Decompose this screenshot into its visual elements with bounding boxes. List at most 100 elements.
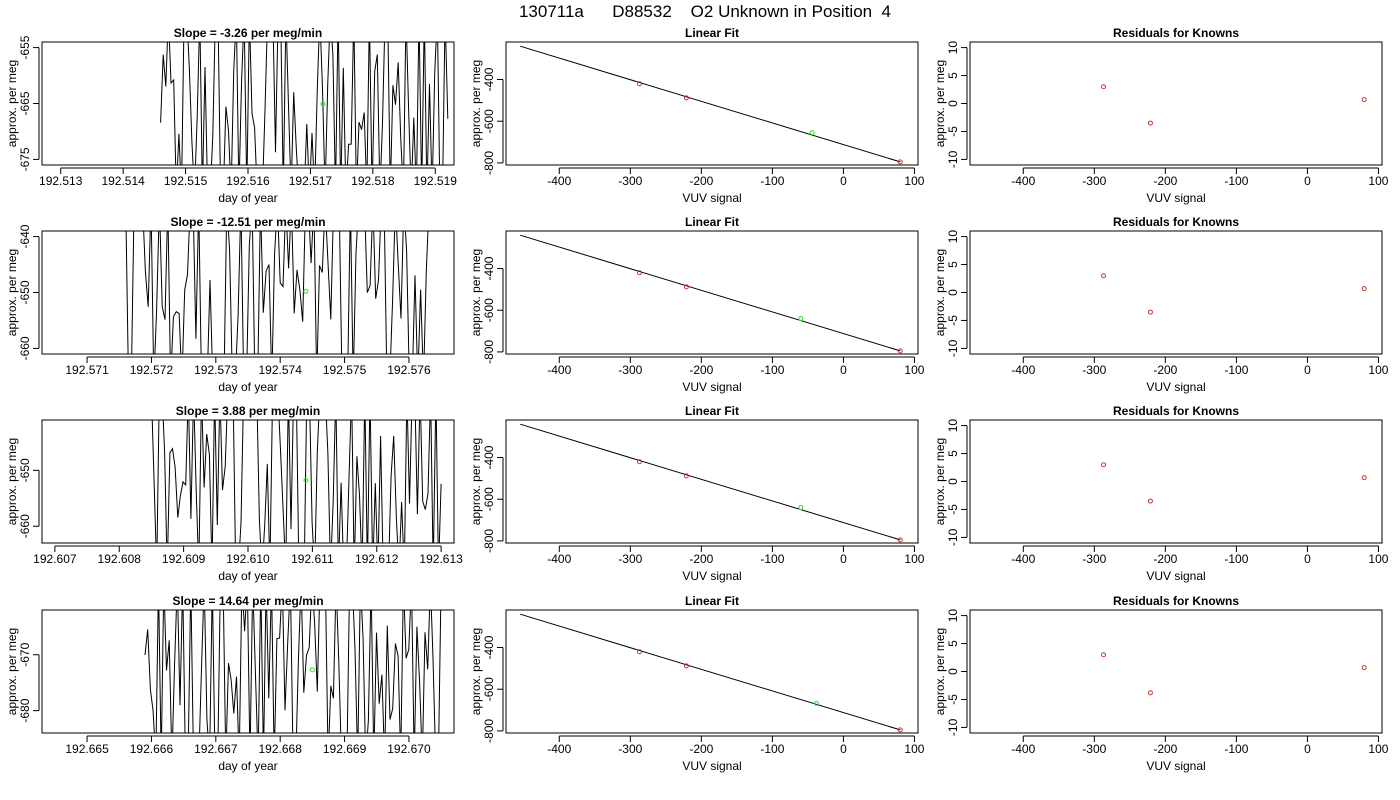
x-tick-label: 192.670	[387, 742, 431, 756]
y-tick-label: -660	[18, 336, 32, 360]
y-tick-label: -655	[18, 35, 32, 59]
y-tick-label: -400	[482, 445, 496, 469]
y-tick-label: -10	[946, 150, 960, 168]
plot-frame	[41, 41, 455, 166]
plot-area	[160, 42, 449, 165]
panel-title: Slope = 3.88 per meg/min	[176, 404, 320, 418]
x-tick-label: 192.573	[194, 363, 238, 377]
y-tick-label: -665	[18, 91, 32, 115]
x-tick-label: -200	[1153, 174, 1177, 188]
x-tick-label: 0	[840, 742, 847, 756]
y-tick-label: -5	[946, 694, 960, 705]
x-tick-label: 192.613	[419, 552, 463, 566]
x-tick-label: 192.516	[226, 174, 270, 188]
x-tick-label: -300	[618, 174, 642, 188]
x-axis-label: VUV signal	[682, 191, 741, 205]
unknown-point	[303, 288, 309, 294]
y-tick-label: -800	[482, 151, 496, 175]
x-tick-label: -400	[1011, 552, 1035, 566]
y-axis-label: approx. per meg	[5, 438, 19, 525]
y-axis-label: approx. per meg	[469, 60, 483, 147]
y-tick-label: -800	[482, 529, 496, 553]
x-axis-label: VUV signal	[1146, 191, 1205, 205]
y-tick-label: -10	[946, 339, 960, 357]
known-point	[683, 473, 689, 479]
x-tick-label: -300	[618, 363, 642, 377]
x-tick-label: 192.572	[130, 363, 174, 377]
panel-title: Slope = -3.26 per meg/min	[174, 26, 322, 40]
x-tick-label: 100	[904, 742, 924, 756]
y-tick-label: -5	[946, 126, 960, 137]
plot-frame	[505, 230, 919, 355]
known-point	[683, 284, 689, 290]
residual-point	[1101, 652, 1107, 658]
fit-line	[520, 45, 901, 163]
known-point	[897, 159, 903, 165]
y-tick-label: 10	[946, 609, 960, 623]
y-tick-label: -660	[18, 514, 32, 538]
residual-point	[1361, 97, 1367, 103]
y-axis-label: approx. per meg	[469, 438, 483, 525]
x-tick-label: -300	[1082, 552, 1106, 566]
x-axis-label: VUV signal	[682, 380, 741, 394]
y-axis-label: approx. per meg	[933, 628, 947, 715]
unknown-point	[809, 130, 815, 136]
y-tick-label: 10	[946, 230, 960, 244]
plot-area	[1101, 273, 1367, 315]
x-tick-label: -100	[760, 552, 784, 566]
y-tick-label: 0	[946, 668, 960, 675]
x-tick-label: 192.515	[164, 174, 208, 188]
plot-area	[520, 45, 903, 165]
x-tick-label: 192.669	[323, 742, 367, 756]
residual-point	[1147, 690, 1153, 696]
panel-r4-time-series: Slope = 14.64 per meg/min 192.665 192.666 1…	[5, 594, 455, 773]
x-axis-label: VUV signal	[1146, 380, 1205, 394]
y-axis-label: approx. per meg	[5, 60, 19, 147]
known-point	[637, 649, 643, 655]
panel-r2-linear-fit: Linear Fit -400 -300 -200 -100 0 100 VUV signal…	[469, 215, 925, 394]
x-axis-label: day of year	[218, 380, 277, 394]
fit-line	[520, 423, 901, 541]
plot-frame	[969, 419, 1383, 544]
plot-frame	[41, 230, 455, 355]
residual-point	[1147, 498, 1153, 504]
x-tick-label: -100	[1224, 363, 1248, 377]
x-tick-label: 100	[904, 363, 924, 377]
y-tick-label: -680	[18, 698, 32, 722]
residual-point	[1147, 120, 1153, 126]
x-tick-label: 0	[1304, 174, 1311, 188]
known-point	[897, 348, 903, 354]
residual-point	[1147, 309, 1153, 315]
x-tick-label: 192.665	[65, 742, 109, 756]
fit-line	[520, 613, 901, 731]
x-tick-label: -100	[1224, 742, 1248, 756]
x-tick-label: -200	[689, 174, 713, 188]
x-tick-label: -300	[1082, 174, 1106, 188]
plot-area	[125, 231, 429, 354]
panel-title: Residuals for Knowns	[1113, 26, 1239, 40]
plot-area	[520, 613, 903, 733]
known-point	[637, 81, 643, 87]
panel-title: Linear Fit	[685, 594, 739, 608]
fit-line	[520, 234, 901, 352]
y-tick-label: -5	[946, 504, 960, 515]
x-tick-label: -200	[1153, 552, 1177, 566]
y-tick-label: -600	[482, 109, 496, 133]
plot-frame	[41, 419, 455, 544]
plot-frame	[505, 41, 919, 166]
y-axis-label: approx. per meg	[933, 60, 947, 147]
known-point	[637, 459, 643, 465]
x-tick-label: 192.668	[258, 742, 302, 756]
panel-title: Residuals for Knowns	[1113, 594, 1239, 608]
y-tick-label: -600	[482, 677, 496, 701]
x-tick-label: -100	[760, 174, 784, 188]
unknown-point	[798, 316, 804, 322]
panel-r2-time-series: Slope = -12.51 per meg/min 192.571 192.572…	[5, 215, 455, 394]
x-tick-label: 192.518	[351, 174, 395, 188]
x-tick-label: -300	[618, 552, 642, 566]
panel-title: Linear Fit	[685, 215, 739, 229]
y-tick-label: -675	[18, 147, 32, 171]
x-tick-label: -300	[1082, 742, 1106, 756]
